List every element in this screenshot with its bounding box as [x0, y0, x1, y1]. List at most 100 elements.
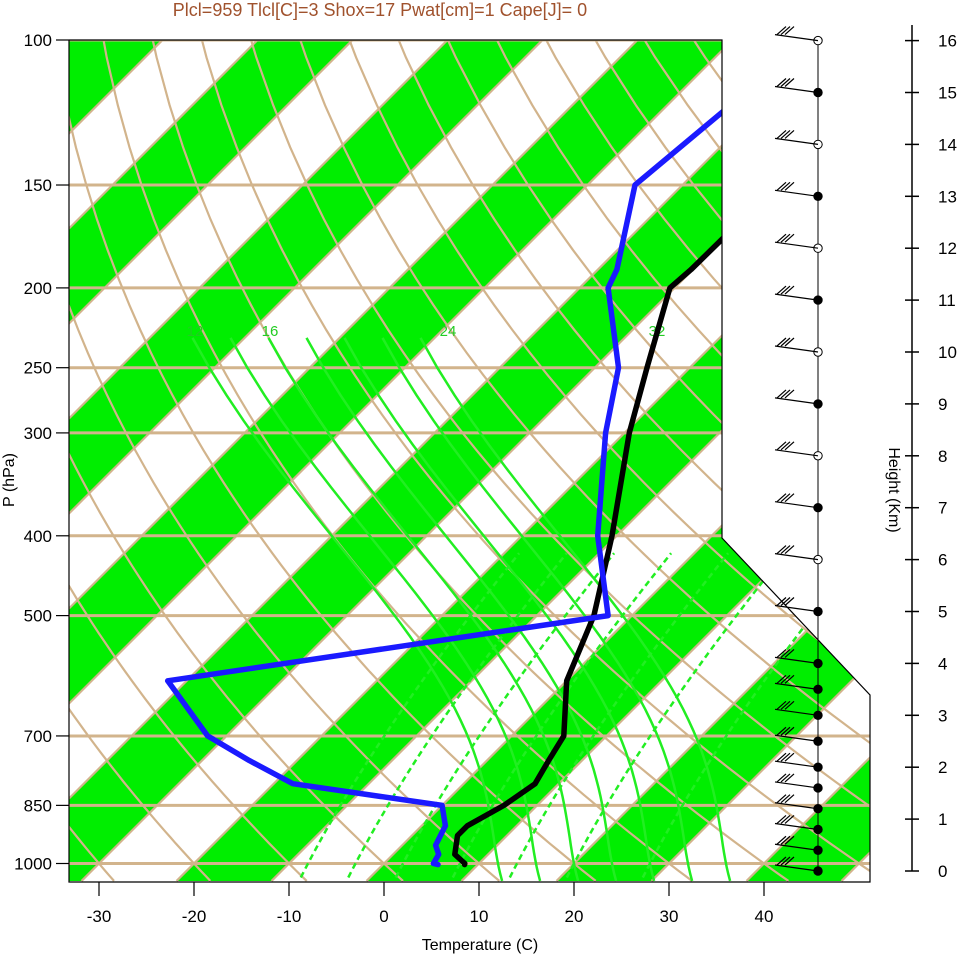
- height-tick-label: 4: [938, 654, 947, 673]
- wind-barb-flag: [780, 674, 791, 684]
- moist-adiabat-line: [229, 337, 542, 882]
- wind-barb-flag: [776, 726, 787, 736]
- mixing-ratio-line: [565, 552, 787, 879]
- y-tick-label: 150: [24, 176, 52, 195]
- wind-barb-flag: [780, 78, 791, 87]
- dewpoint-profile: [164, 40, 812, 868]
- wind-barb-flag: [784, 129, 795, 139]
- dry-adiabat-line: [286, 40, 870, 882]
- y-tick-label: 700: [24, 727, 52, 746]
- wind-barb: [774, 553, 819, 561]
- wind-barb: [774, 241, 819, 249]
- wind-barb-flag: [780, 856, 791, 866]
- y-tick-label: 250: [24, 359, 52, 378]
- wind-barb: [774, 802, 819, 810]
- wind-barb: [774, 501, 819, 509]
- wind-barb-flag: [784, 285, 795, 295]
- mixing-ratio-line: [394, 552, 616, 879]
- y-tick-label: 100: [24, 31, 52, 50]
- mixing-ratio-line: [508, 552, 730, 879]
- wind-barb-flag: [780, 752, 791, 762]
- y-tick-label: 200: [24, 279, 52, 298]
- wind-barb-flag: [784, 674, 795, 684]
- wind-barb-flag: [784, 493, 795, 503]
- wind-barb-flag: [784, 389, 795, 399]
- wind-barb-flag: [784, 26, 795, 36]
- wind-barb-flag: [776, 285, 787, 295]
- x-tick-label: 0: [379, 907, 388, 926]
- wind-barb: [774, 656, 819, 664]
- mixing-ratio-line: [451, 552, 673, 879]
- wind-barb-flag: [780, 597, 791, 606]
- temperature-band: [69, 40, 771, 881]
- dry-adiabat-line: [69, 40, 404, 882]
- wind-barb-flag: [784, 181, 795, 191]
- wind-barb: [774, 397, 819, 405]
- height-tick-label: 9: [938, 395, 947, 414]
- wind-barb: [774, 85, 819, 94]
- wind-barb-flag: [776, 493, 787, 503]
- wind-barb-flag: [780, 337, 791, 347]
- wind-barb-flag: [780, 773, 791, 783]
- y-tick-label: 300: [24, 424, 52, 443]
- wind-barb: [774, 682, 819, 690]
- height-tick-label: 5: [938, 603, 947, 622]
- moist-adiabat-line: [343, 337, 656, 882]
- dry-adiabat-line: [69, 40, 308, 882]
- wind-barb: [774, 449, 819, 457]
- wind-barb-flag: [784, 815, 795, 824]
- wind-barb-flag: [776, 129, 787, 139]
- temperature-band: [69, 40, 870, 881]
- wind-barb-flag: [784, 752, 795, 762]
- temperature-band: [176, 40, 870, 881]
- isotherm-line: [69, 40, 391, 882]
- wind-barb-flag: [776, 337, 787, 347]
- isotherm-line: [69, 40, 486, 882]
- temperature-band: [69, 40, 391, 881]
- wind-barb-flag: [784, 233, 795, 243]
- isotherm-line: [69, 40, 676, 882]
- dry-adiabat-line: [69, 40, 212, 882]
- wind-barb-flag: [780, 181, 791, 191]
- height-tick-label: 15: [938, 84, 957, 103]
- wind-barb-flag: [784, 441, 795, 451]
- wind-barb-flag: [784, 648, 795, 658]
- wind-barb-flag: [776, 181, 787, 191]
- wind-barb-flag: [776, 233, 787, 243]
- x-tick-label: 40: [755, 907, 774, 926]
- y-axis-title: P (hPa): [1, 453, 18, 507]
- wind-barb-flag: [776, 597, 787, 606]
- wind-barb-flag: [780, 129, 791, 139]
- wind-barb-flag: [780, 233, 791, 243]
- height-tick-label: 16: [938, 32, 957, 51]
- x-tick-label: 20: [565, 907, 584, 926]
- x-tick-label: -30: [87, 907, 112, 926]
- dry-adiabat-line: [238, 40, 870, 882]
- height-axis-title: Height (Km): [885, 447, 902, 532]
- temperature-profile: [452, 40, 870, 868]
- height-tick-label: 6: [938, 551, 947, 570]
- wind-barb-flag: [780, 545, 791, 555]
- dry-adiabat-line: [381, 40, 870, 882]
- isotherm-line: [69, 40, 296, 882]
- y-tick-label: 500: [24, 607, 52, 626]
- wind-barb: [774, 843, 819, 851]
- wind-barb-flag: [780, 815, 791, 824]
- x-tick-label: 10: [470, 907, 489, 926]
- height-tick-label: 13: [938, 187, 957, 206]
- isotherm-line: [69, 40, 581, 882]
- wind-barb-flag: [776, 856, 787, 866]
- wind-barb-flag: [776, 441, 787, 451]
- isotherm-line: [69, 40, 771, 882]
- wind-barb: [774, 189, 819, 197]
- moist-adiabat-line: [381, 337, 694, 882]
- dry-adiabat-line: [429, 40, 870, 882]
- wind-barb: [774, 822, 819, 831]
- wind-barb-flag: [776, 78, 787, 87]
- wind-barb-flag: [784, 78, 795, 87]
- wind-barb-flag: [776, 815, 787, 824]
- wind-barb-flag: [776, 648, 787, 658]
- wind-barb: [774, 137, 819, 145]
